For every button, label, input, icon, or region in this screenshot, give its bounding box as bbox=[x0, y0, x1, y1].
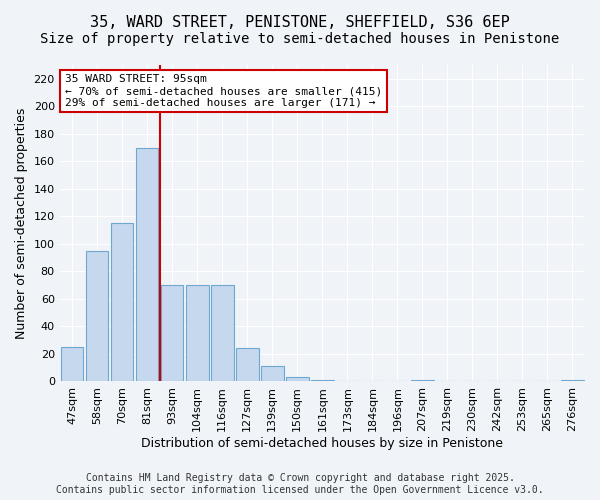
Bar bbox=[86, 250, 109, 382]
Bar bbox=[236, 348, 259, 382]
Bar bbox=[186, 285, 209, 382]
Y-axis label: Number of semi-detached properties: Number of semi-detached properties bbox=[15, 108, 28, 339]
Bar bbox=[136, 148, 158, 382]
Bar bbox=[561, 380, 584, 382]
Text: 35, WARD STREET, PENISTONE, SHEFFIELD, S36 6EP: 35, WARD STREET, PENISTONE, SHEFFIELD, S… bbox=[90, 15, 510, 30]
Bar bbox=[211, 285, 233, 382]
Bar bbox=[286, 378, 308, 382]
Text: Contains HM Land Registry data © Crown copyright and database right 2025.
Contai: Contains HM Land Registry data © Crown c… bbox=[56, 474, 544, 495]
Bar bbox=[261, 366, 284, 382]
Text: 35 WARD STREET: 95sqm
← 70% of semi-detached houses are smaller (415)
29% of sem: 35 WARD STREET: 95sqm ← 70% of semi-deta… bbox=[65, 74, 382, 108]
Text: Size of property relative to semi-detached houses in Penistone: Size of property relative to semi-detach… bbox=[40, 32, 560, 46]
Bar bbox=[61, 347, 83, 382]
X-axis label: Distribution of semi-detached houses by size in Penistone: Distribution of semi-detached houses by … bbox=[142, 437, 503, 450]
Bar bbox=[111, 223, 133, 382]
Bar bbox=[411, 380, 434, 382]
Bar bbox=[161, 285, 184, 382]
Bar bbox=[311, 380, 334, 382]
